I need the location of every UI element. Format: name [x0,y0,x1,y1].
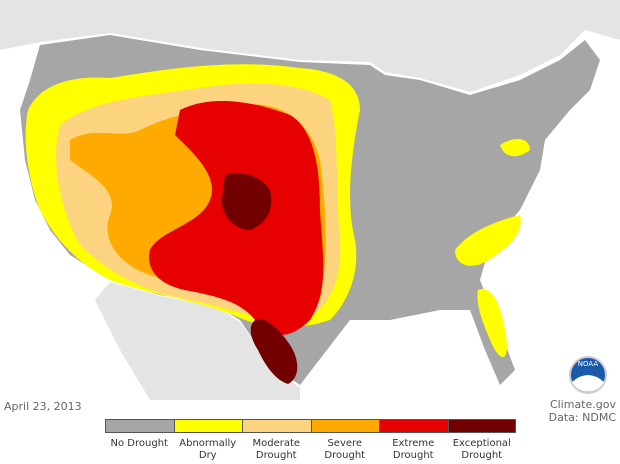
credit-source: Data: NDMC [548,411,616,424]
logo-text: NOAA [578,360,599,368]
legend-swatch [105,419,174,433]
legend-label: Extreme Drought [392,438,435,461]
region [500,138,530,157]
legend-item: Abnormally Dry [173,419,242,462]
legend-item: No Drought [105,419,174,462]
drought-map: NOAA [0,0,620,400]
legend-swatch [447,419,516,433]
region [250,319,298,384]
region [477,289,507,358]
legend-item: Moderate Drought [242,419,311,462]
legend-item: Severe Drought [310,419,379,462]
legend-label: Exceptional Drought [452,438,511,461]
legend-label: Moderate Drought [252,438,301,461]
legend-swatch [173,419,242,433]
region [221,173,272,230]
credit-site: Climate.gov [549,398,616,411]
legend-swatch [310,419,379,433]
date: April 23, 2013 [4,400,82,413]
legend-swatch [379,419,448,433]
legend-swatch [242,419,311,433]
legend: No Drought Abnormally Dry Moderate Drought… [105,419,516,462]
legend-label: No Drought [110,438,168,449]
region [455,215,521,266]
legend-item: Exceptional Drought [447,419,516,462]
legend-label: Abnormally Dry [179,438,237,461]
legend-label: Severe Drought [324,438,366,461]
legend-item: Extreme Drought [379,419,448,462]
